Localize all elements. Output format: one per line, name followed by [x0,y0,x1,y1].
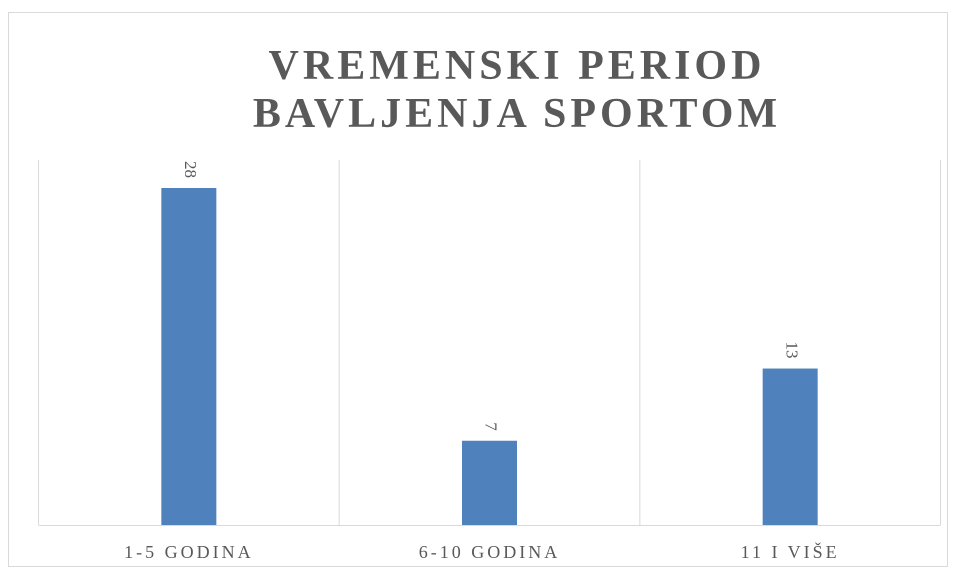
x-tick-label: 1-5 GODINA [124,542,253,562]
data-label: 7 [482,422,501,431]
x-tick-label: 11 I VIŠE [741,541,840,562]
x-tick-label: 6-10 GODINA [419,542,560,562]
data-label: 13 [782,342,801,359]
bar [161,188,217,525]
bar [762,368,818,525]
chart-title: VREMENSKI PERIOD BAVLJENJA SPORTOM [252,43,782,137]
bar [462,440,517,525]
data-label: 28 [181,161,200,178]
chart-border [8,12,948,567]
